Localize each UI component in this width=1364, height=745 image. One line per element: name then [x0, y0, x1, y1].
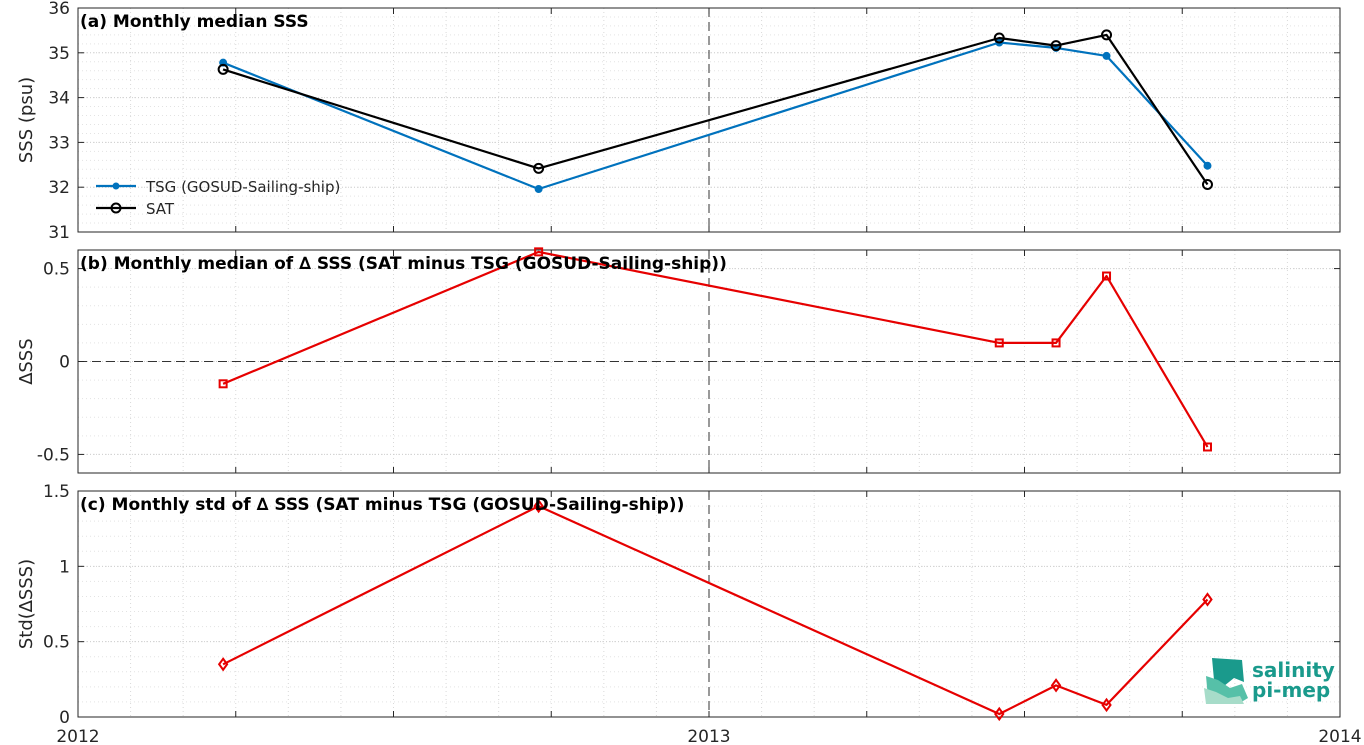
data-point	[1050, 678, 1062, 693]
data-point	[534, 184, 543, 193]
data-point	[993, 32, 1005, 44]
data-point	[217, 63, 229, 75]
legend-swatch-marker	[110, 202, 122, 214]
y-tick-label: 0	[59, 708, 70, 728]
data-point	[1102, 51, 1111, 60]
panel-title: (c) Monthly std of ∆ SSS (SAT minus TSG …	[80, 495, 684, 515]
y-axis-label: SSS (psu)	[16, 77, 37, 163]
data-point	[217, 657, 229, 672]
data-point	[1050, 40, 1062, 52]
data-point	[1102, 271, 1112, 281]
data-point	[1201, 179, 1213, 191]
panel-c: 0 0.5 1 1.5 2012 2013 2014 Std(∆SSS) (c) Monthly…	[16, 482, 1362, 745]
data-point	[1051, 338, 1061, 348]
logo-waves-icon	[1204, 658, 1248, 704]
data-point	[994, 706, 1005, 722]
y-tick-label: 36	[48, 0, 70, 19]
logo-text-salinity: salinity	[1252, 658, 1335, 682]
y-tick-label: 1.5	[43, 482, 70, 502]
series-line	[222, 505, 1209, 716]
series-line	[222, 250, 1209, 448]
data-point	[1202, 592, 1213, 607]
y-tick-label: 33	[48, 133, 70, 153]
y-tick-label: 0	[59, 353, 70, 373]
data-point	[218, 379, 228, 389]
data-point	[1101, 29, 1113, 41]
series-line	[222, 41, 1209, 191]
y-axis-label: ∆SSS	[16, 338, 37, 385]
data-point	[534, 247, 544, 257]
legend-swatch-marker	[112, 182, 120, 190]
y-tick-label: 35	[48, 44, 70, 64]
logo-text-pi-mep: pi-mep	[1252, 678, 1330, 702]
data-point	[533, 162, 545, 174]
legend-entry-label: SAT	[146, 200, 175, 218]
x-tick-label: 2012	[56, 727, 99, 745]
y-axis-label: Std(∆SSS)	[16, 559, 37, 649]
data-point	[994, 338, 1004, 348]
y-tick-label: -0.5	[37, 445, 70, 465]
y-tick-label: 1	[59, 557, 70, 577]
panel-title: (a) Monthly median SSS	[80, 12, 309, 32]
y-tick-label: 34	[48, 89, 70, 109]
panel-a: 31 32 33 34 35 36 SSS (psu) (a) Monthly median …	[16, 0, 1341, 243]
y-tick-label: 0.5	[43, 633, 70, 653]
x-tick-label: 2013	[687, 727, 730, 745]
data-point	[1202, 442, 1212, 452]
panel-title: (b) Monthly median of ∆ SSS (SAT minus T…	[80, 254, 727, 274]
panel-b: -0.5 0 0.5 ∆SSS (b) Monthly median of ∆ SSS …	[16, 247, 1341, 474]
legend-entry-label: TSG (GOSUD-Sailing-ship)	[145, 178, 340, 196]
y-tick-label: 32	[48, 178, 70, 198]
series-line	[222, 33, 1209, 186]
y-tick-label: 31	[48, 223, 70, 243]
data-point	[1203, 161, 1212, 170]
data-point	[1101, 697, 1112, 713]
x-tick-label: 2014	[1318, 727, 1361, 745]
y-tick-label: 0.5	[43, 260, 70, 280]
salinity-pi-mep-logo: salinity pi-mep	[1204, 658, 1335, 704]
data-point	[533, 498, 544, 514]
